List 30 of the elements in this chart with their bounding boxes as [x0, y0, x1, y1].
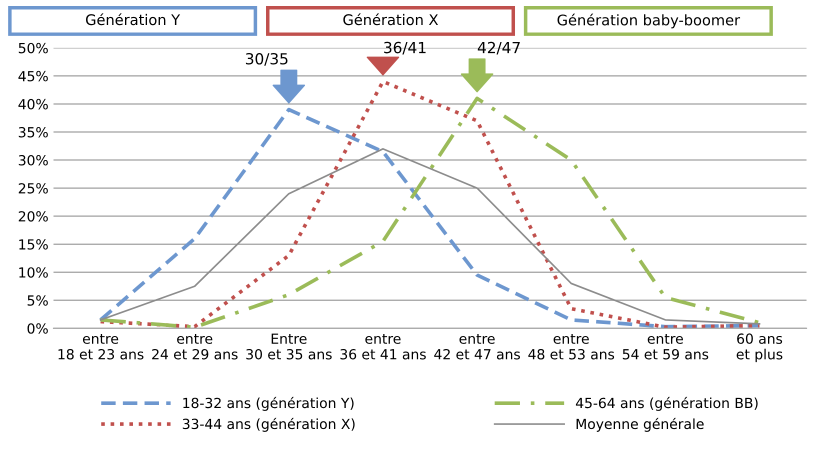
y-tick-label: 10%	[19, 267, 48, 278]
x-tick-label: entre 24 et 29 ans	[152, 334, 238, 360]
x-tick-label: entre 36 et 41 ans	[340, 334, 426, 360]
text: Génération Y	[86, 13, 180, 26]
x-tick-label: entre 48 et 53 ans	[528, 334, 614, 360]
annotation: 36/41	[384, 42, 426, 55]
x-tick-label: entre 18 et 23 ans	[58, 334, 144, 360]
legend-label: Moyenne générale	[576, 418, 704, 432]
y-tick-label: 50%	[18, 42, 48, 54]
y-tick-label: 0%	[28, 323, 48, 334]
annotation: 30/35	[246, 52, 288, 66]
y-tick-label: 20%	[18, 211, 48, 222]
text: Génération X	[343, 13, 438, 26]
y-tick-label: 30%	[18, 155, 48, 166]
text: Génération baby-boomer	[558, 14, 740, 28]
legend-label: 33-44 ans (génération X)	[182, 418, 355, 432]
annotation: 42/47	[478, 42, 520, 55]
x-tick-label: entre 54 et 59 ans	[622, 334, 708, 360]
y-tick-label: 40%	[18, 98, 48, 110]
legend-label: 45-64 ans (génération BB)	[576, 396, 758, 411]
line-series	[100, 148, 760, 325]
y-tick-label: 5%	[28, 295, 48, 306]
legend-label: 18-32 ans (génération Y)	[183, 396, 354, 411]
y-tick-label: 45%	[18, 70, 48, 82]
y-tick-label: 15%	[19, 239, 48, 250]
x-tick-label: entre 42 et 47 ans	[434, 334, 520, 360]
y-tick-label: 25%	[18, 183, 48, 194]
x-tick-label: Entre 30 et 35 ans	[246, 334, 332, 360]
y-tick-label: 35%	[18, 126, 48, 138]
x-tick-label: 60 ans et plus	[736, 333, 782, 362]
